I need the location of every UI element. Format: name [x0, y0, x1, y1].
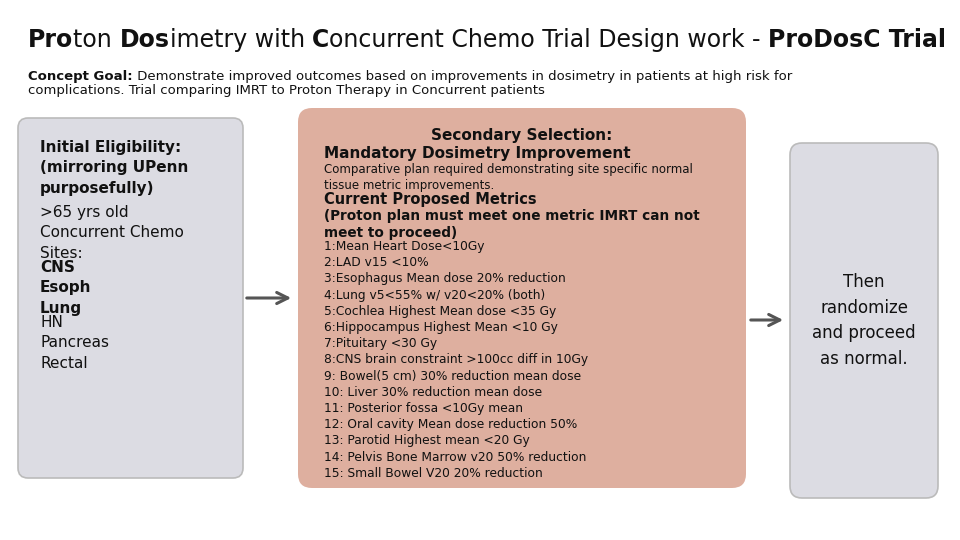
Text: 13: Parotid Highest mean <20 Gy: 13: Parotid Highest mean <20 Gy: [324, 434, 530, 448]
Text: 15: Small Bowel V20 20% reduction: 15: Small Bowel V20 20% reduction: [324, 467, 542, 480]
Text: 12: Oral cavity Mean dose reduction 50%: 12: Oral cavity Mean dose reduction 50%: [324, 418, 577, 431]
Text: HN
Pancreas
Rectal: HN Pancreas Rectal: [40, 315, 109, 371]
Text: 2:LAD v15 <10%: 2:LAD v15 <10%: [324, 256, 428, 269]
Text: Concept Goal:: Concept Goal:: [28, 70, 132, 83]
Text: 7:Pituitary <30 Gy: 7:Pituitary <30 Gy: [324, 337, 437, 350]
Text: 11: Posterior fossa <10Gy mean: 11: Posterior fossa <10Gy mean: [324, 402, 523, 415]
Text: ProDosC Trial: ProDosC Trial: [768, 28, 947, 52]
Text: Pro: Pro: [28, 28, 73, 52]
Text: 6:Hippocampus Highest Mean <10 Gy: 6:Hippocampus Highest Mean <10 Gy: [324, 321, 558, 334]
Text: 8:CNS brain constraint >100cc diff in 10Gy: 8:CNS brain constraint >100cc diff in 10…: [324, 353, 588, 367]
Text: 14: Pelvis Bone Marrow v20 50% reduction: 14: Pelvis Bone Marrow v20 50% reduction: [324, 450, 587, 464]
Text: 4:Lung v5<55% w/ v20<20% (both): 4:Lung v5<55% w/ v20<20% (both): [324, 288, 545, 302]
Text: Comparative plan required demonstrating site specific normal
tissue metric impro: Comparative plan required demonstrating …: [324, 163, 693, 192]
Text: Then
randomize
and proceed
as normal.: Then randomize and proceed as normal.: [812, 273, 916, 368]
Text: complications. Trial comparing IMRT to Proton Therapy in Concurrent patients: complications. Trial comparing IMRT to P…: [28, 84, 545, 97]
Text: imetry with: imetry with: [170, 28, 312, 52]
Text: Secondary Selection:: Secondary Selection:: [431, 128, 612, 143]
FancyBboxPatch shape: [18, 118, 243, 478]
Text: Demonstrate improved outcomes based on improvements in dosimetry in patients at : Demonstrate improved outcomes based on i…: [132, 70, 792, 83]
Text: oncurrent Chemo Trial Design work -: oncurrent Chemo Trial Design work -: [329, 28, 768, 52]
FancyBboxPatch shape: [790, 143, 938, 498]
Text: (Proton plan must meet one metric IMRT can not
meet to proceed): (Proton plan must meet one metric IMRT c…: [324, 209, 700, 240]
Text: Mandatory Dosimetry Improvement: Mandatory Dosimetry Improvement: [324, 146, 631, 161]
Text: Dos: Dos: [119, 28, 170, 52]
Text: ton: ton: [73, 28, 119, 52]
Text: 1:Mean Heart Dose<10Gy: 1:Mean Heart Dose<10Gy: [324, 240, 485, 253]
Text: Current Proposed Metrics: Current Proposed Metrics: [324, 192, 537, 207]
Text: 9: Bowel(5 cm) 30% reduction mean dose: 9: Bowel(5 cm) 30% reduction mean dose: [324, 369, 581, 383]
FancyBboxPatch shape: [298, 108, 746, 488]
Text: 5:Cochlea Highest Mean dose <35 Gy: 5:Cochlea Highest Mean dose <35 Gy: [324, 305, 556, 318]
Text: Initial Eligibility:
(mirroring UPenn
purposefully): Initial Eligibility: (mirroring UPenn pu…: [40, 140, 188, 196]
Text: >65 yrs old
Concurrent Chemo
Sites:: >65 yrs old Concurrent Chemo Sites:: [40, 205, 184, 261]
Text: 10: Liver 30% reduction mean dose: 10: Liver 30% reduction mean dose: [324, 386, 542, 399]
Text: C: C: [312, 28, 329, 52]
Text: 3:Esophagus Mean dose 20% reduction: 3:Esophagus Mean dose 20% reduction: [324, 272, 565, 286]
Text: CNS
Esoph
Lung: CNS Esoph Lung: [40, 260, 91, 316]
